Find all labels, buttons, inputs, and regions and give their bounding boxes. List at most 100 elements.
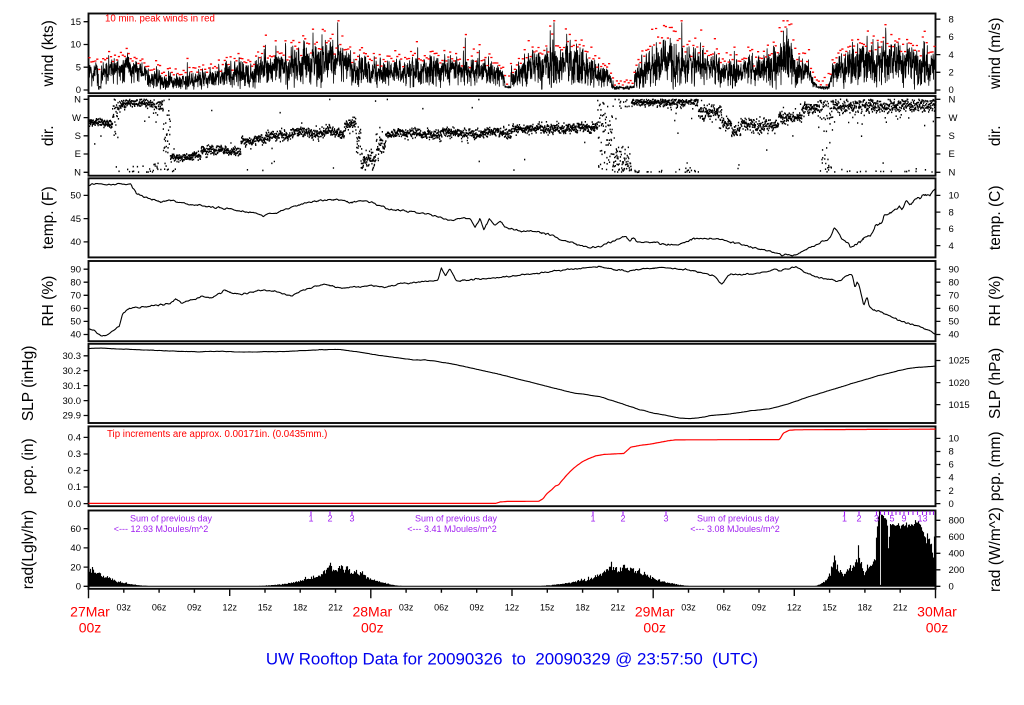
svg-text:21z: 21z bbox=[328, 603, 343, 613]
svg-text:N: N bbox=[949, 168, 956, 179]
svg-text:6: 6 bbox=[949, 460, 954, 471]
svg-text:10: 10 bbox=[949, 434, 960, 445]
svg-text:pcp. (in): pcp. (in) bbox=[20, 438, 37, 494]
svg-text:0: 0 bbox=[949, 85, 954, 96]
svg-text:09z: 09z bbox=[469, 603, 484, 613]
svg-text:03z: 03z bbox=[681, 603, 696, 613]
svg-text:E: E bbox=[75, 149, 81, 160]
svg-text:4: 4 bbox=[949, 50, 954, 61]
svg-text:S: S bbox=[75, 131, 81, 142]
svg-text:40: 40 bbox=[70, 330, 81, 341]
svg-text:dir.: dir. bbox=[987, 125, 1004, 146]
svg-text:00z: 00z bbox=[361, 620, 384, 636]
svg-text:60: 60 bbox=[70, 304, 81, 315]
svg-text:wind (m/s): wind (m/s) bbox=[987, 18, 1004, 90]
svg-text:00z: 00z bbox=[79, 620, 102, 636]
svg-text:1: 1 bbox=[590, 514, 595, 524]
svg-text:temp. (C): temp. (C) bbox=[987, 186, 1004, 251]
svg-text:10: 10 bbox=[949, 191, 960, 202]
svg-text:W: W bbox=[72, 113, 81, 124]
svg-text:30.1: 30.1 bbox=[63, 381, 82, 392]
svg-text:30.2: 30.2 bbox=[63, 366, 82, 377]
svg-text:10: 10 bbox=[70, 40, 81, 51]
svg-text:SLP (inHg): SLP (inHg) bbox=[20, 346, 37, 422]
svg-text:30Mar: 30Mar bbox=[917, 604, 957, 620]
svg-text:15z: 15z bbox=[822, 603, 837, 613]
svg-text:1020: 1020 bbox=[949, 378, 970, 389]
svg-text:90: 90 bbox=[70, 264, 81, 275]
svg-text:15z: 15z bbox=[258, 603, 273, 613]
svg-text:50: 50 bbox=[949, 317, 960, 328]
svg-text:9: 9 bbox=[901, 514, 906, 524]
svg-text:1: 1 bbox=[308, 514, 313, 524]
svg-text:800: 800 bbox=[949, 516, 965, 527]
svg-text:3: 3 bbox=[874, 514, 879, 524]
svg-text:18z: 18z bbox=[293, 603, 308, 613]
svg-text:6: 6 bbox=[949, 224, 954, 235]
svg-text:27Mar: 27Mar bbox=[70, 604, 110, 620]
svg-text:03z: 03z bbox=[399, 603, 414, 613]
svg-text:0: 0 bbox=[949, 499, 954, 510]
svg-text:12z: 12z bbox=[787, 603, 802, 613]
svg-text:W: W bbox=[949, 113, 958, 124]
svg-text:15z: 15z bbox=[540, 603, 555, 613]
svg-text:E: E bbox=[949, 149, 955, 160]
svg-text:40: 40 bbox=[70, 543, 81, 554]
svg-text:80: 80 bbox=[949, 277, 960, 288]
svg-text:28Mar: 28Mar bbox=[352, 604, 392, 620]
svg-text:rad (W/m^2): rad (W/m^2) bbox=[987, 507, 1004, 592]
svg-text:18z: 18z bbox=[858, 603, 873, 613]
svg-text:06z: 06z bbox=[717, 603, 732, 613]
svg-text:0.2: 0.2 bbox=[68, 466, 81, 477]
svg-text:45: 45 bbox=[70, 214, 81, 225]
svg-text:<--- 3.41 MJoules/m^2: <--- 3.41 MJoules/m^2 bbox=[407, 524, 497, 534]
svg-text:80: 80 bbox=[70, 277, 81, 288]
svg-text:20: 20 bbox=[70, 562, 81, 573]
svg-text:29.9: 29.9 bbox=[63, 411, 82, 422]
svg-text:1015: 1015 bbox=[949, 400, 970, 411]
svg-text:UW Rooftop Data for 20090326: UW Rooftop Data for 20090326 to 20090329… bbox=[266, 650, 758, 669]
svg-text:3: 3 bbox=[349, 514, 354, 524]
svg-text:21z: 21z bbox=[893, 603, 908, 613]
svg-text:00z: 00z bbox=[926, 620, 949, 636]
svg-text:RH (%): RH (%) bbox=[40, 276, 57, 327]
svg-text:Sum of previous day: Sum of previous day bbox=[130, 514, 213, 524]
svg-text:2: 2 bbox=[949, 486, 954, 497]
svg-text:00z: 00z bbox=[643, 620, 666, 636]
svg-text:<--- 3.08 MJoules/m^2: <--- 3.08 MJoules/m^2 bbox=[690, 524, 780, 534]
svg-text:pcp. (mm): pcp. (mm) bbox=[987, 431, 1004, 501]
svg-text:2: 2 bbox=[856, 514, 861, 524]
svg-text:50: 50 bbox=[70, 317, 81, 328]
svg-text:400: 400 bbox=[949, 549, 965, 560]
svg-text:90: 90 bbox=[949, 264, 960, 275]
svg-text:N: N bbox=[949, 95, 956, 106]
svg-text:10 min. peak winds in red: 10 min. peak winds in red bbox=[105, 14, 215, 25]
svg-text:70: 70 bbox=[949, 291, 960, 302]
svg-text:0.3: 0.3 bbox=[68, 449, 81, 460]
svg-text:N: N bbox=[74, 168, 81, 179]
svg-text:0.1: 0.1 bbox=[68, 482, 81, 493]
svg-text:1: 1 bbox=[842, 514, 847, 524]
svg-text:2: 2 bbox=[949, 68, 954, 79]
svg-text:N: N bbox=[74, 95, 81, 106]
svg-text:09z: 09z bbox=[752, 603, 767, 613]
svg-text:RH (%): RH (%) bbox=[987, 276, 1004, 327]
svg-text:15: 15 bbox=[70, 17, 81, 28]
svg-text:06z: 06z bbox=[152, 603, 167, 613]
svg-text:29Mar: 29Mar bbox=[635, 604, 675, 620]
svg-text:40: 40 bbox=[70, 237, 81, 248]
svg-text:5: 5 bbox=[76, 62, 81, 73]
svg-text:06z: 06z bbox=[434, 603, 449, 613]
svg-text:200: 200 bbox=[949, 565, 965, 576]
svg-text:Sum of previous day: Sum of previous day bbox=[697, 514, 780, 524]
svg-text:8: 8 bbox=[949, 207, 954, 218]
svg-text:2: 2 bbox=[327, 514, 332, 524]
svg-text:4: 4 bbox=[949, 473, 954, 484]
svg-text:12z: 12z bbox=[505, 603, 520, 613]
svg-text:12z: 12z bbox=[222, 603, 237, 613]
svg-text:0: 0 bbox=[76, 85, 81, 96]
svg-text:21z: 21z bbox=[611, 603, 626, 613]
svg-text:0.0: 0.0 bbox=[68, 499, 81, 510]
svg-text:dir.: dir. bbox=[40, 125, 57, 146]
svg-text:Tip increments are approx. 0.0: Tip increments are approx. 0.00171in. (0… bbox=[107, 429, 327, 440]
